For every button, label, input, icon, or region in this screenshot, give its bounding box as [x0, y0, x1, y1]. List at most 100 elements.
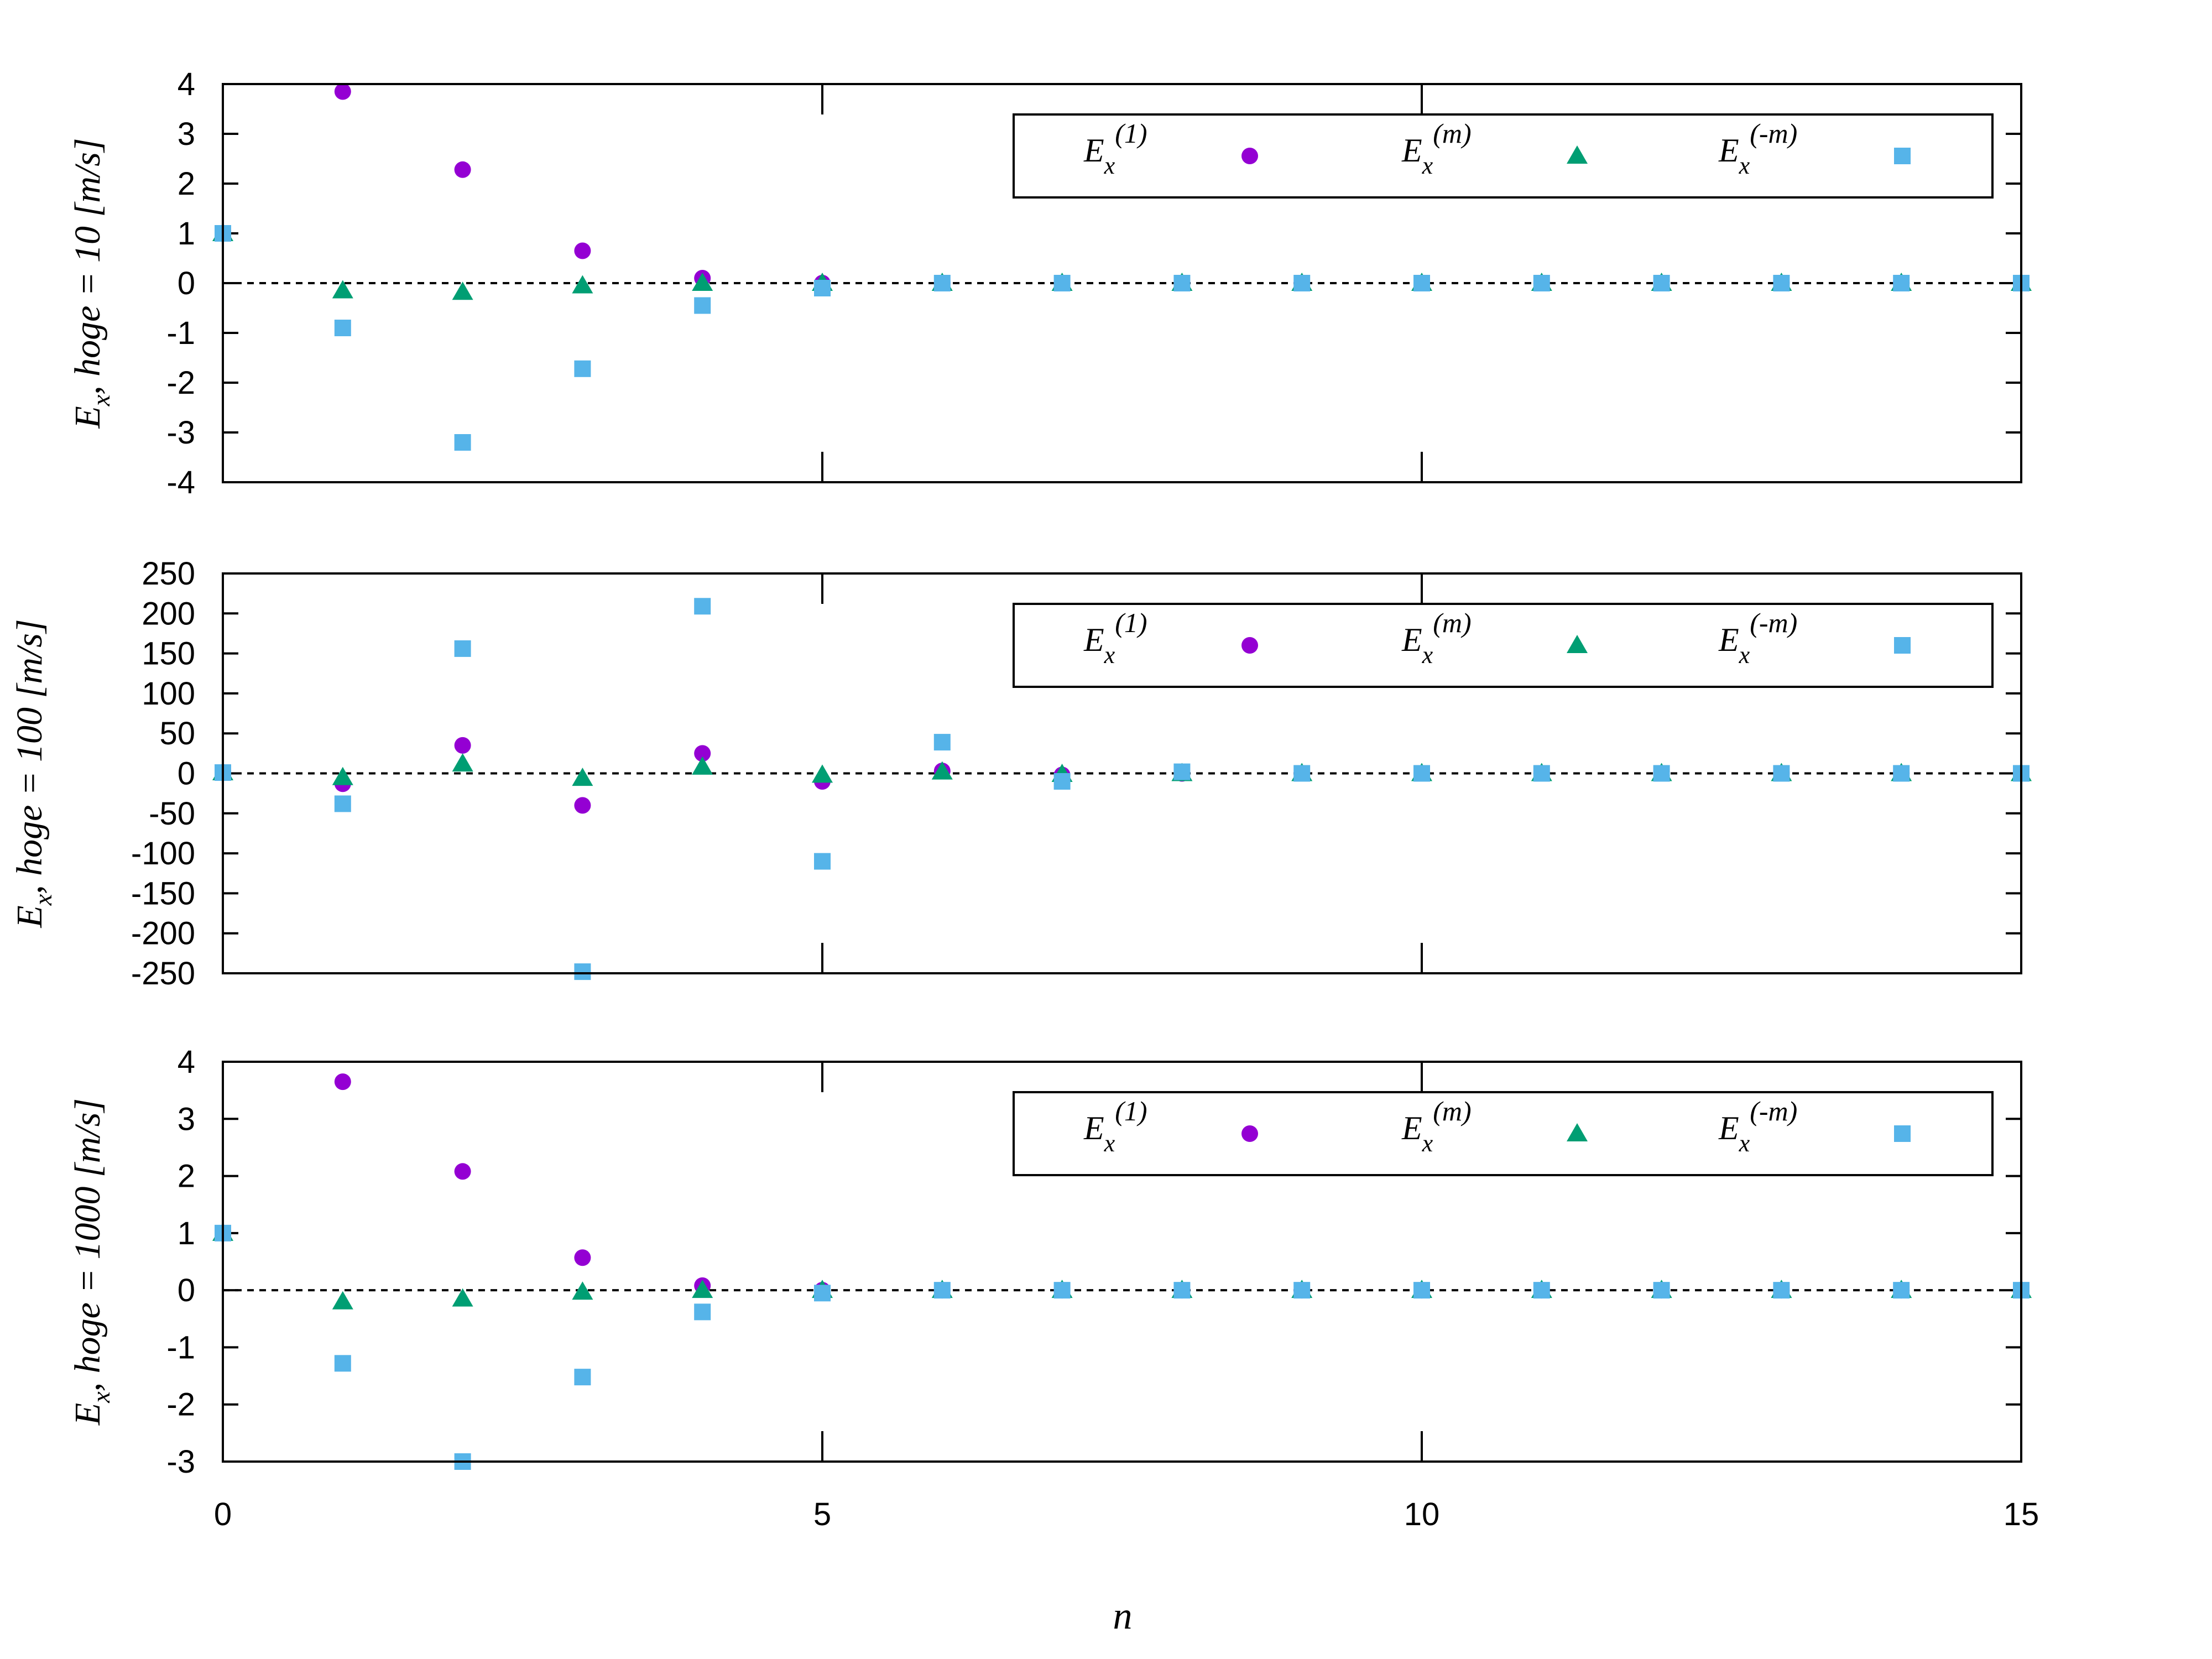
y-tick-label: -200: [131, 916, 195, 952]
data-point: [1173, 275, 1191, 291]
data-point: [694, 297, 711, 314]
y-tick-label: 0: [178, 756, 195, 792]
legend-marker: [1241, 148, 1258, 164]
y-tick-label: 2: [178, 166, 195, 202]
data-point: [572, 768, 593, 786]
x-axis-label: n: [1113, 1595, 1133, 1637]
data-point: [931, 761, 953, 780]
y-tick-label: 2: [178, 1159, 195, 1194]
data-point: [1773, 275, 1790, 291]
data-point: [574, 1369, 591, 1386]
data-point: [694, 1303, 711, 1321]
legend-box: [1013, 1091, 1994, 1176]
data-point: [332, 280, 353, 299]
legend: Ex(1) Ex(m) Ex(-m): [1013, 113, 1994, 199]
y-tick-label: 250: [142, 556, 195, 592]
legend-label: Ex(m): [1401, 1095, 1472, 1157]
data-point: [1893, 765, 1910, 782]
y-tick-label: -250: [131, 956, 195, 992]
data-point: [933, 734, 951, 751]
series-square: [215, 1224, 2030, 1470]
y-tick-label: -1: [166, 315, 195, 351]
legend-box: [1013, 603, 1994, 688]
data-point: [454, 1163, 471, 1180]
data-point: [452, 281, 473, 300]
data-point: [1413, 1282, 1430, 1299]
data-point: [692, 756, 713, 775]
series-circle: [215, 737, 2030, 814]
series-square: [215, 225, 2030, 451]
y-tick-label: -100: [131, 836, 195, 872]
data-point: [1533, 1282, 1550, 1299]
data-point: [334, 1355, 351, 1372]
y-tick-label: -3: [166, 1444, 195, 1480]
data-point: [1053, 275, 1071, 291]
data-point: [574, 360, 591, 377]
data-point: [1533, 275, 1550, 291]
legend-marker: [1241, 1125, 1258, 1142]
data-point: [334, 83, 351, 100]
plot-frame: [222, 1061, 2022, 1463]
data-point: [332, 1291, 353, 1310]
y-tick-label: 200: [142, 596, 195, 632]
legend-marker: [1894, 1125, 1911, 1142]
x-tick-label: 5: [813, 1496, 831, 1532]
data-point: [574, 242, 591, 259]
data-point: [1893, 1282, 1910, 1299]
plot-frame: [222, 83, 2022, 483]
data-point: [694, 745, 711, 762]
data-point: [1653, 275, 1670, 291]
data-point: [1653, 1282, 1670, 1299]
data-point: [454, 737, 471, 754]
data-point: [694, 598, 711, 615]
data-point: [572, 1281, 593, 1300]
data-point: [574, 1249, 591, 1266]
y-tick-label: -2: [166, 365, 195, 401]
data-point: [454, 640, 471, 657]
legend-label: Ex(m): [1401, 118, 1472, 179]
data-point: [1293, 765, 1311, 782]
series-triangle: [212, 223, 2032, 300]
legend-marker: [1567, 145, 1588, 164]
data-point: [1293, 275, 1311, 291]
data-point: [814, 280, 831, 296]
data-point: [1413, 765, 1430, 782]
data-point: [574, 797, 591, 814]
y-tick-label: 1: [178, 216, 195, 252]
data-point: [1053, 773, 1071, 790]
y-tick-label: -1: [166, 1329, 195, 1365]
data-point: [812, 764, 833, 783]
legend-label: Ex(-m): [1718, 607, 1797, 669]
legend: Ex(1) Ex(m) Ex(-m): [1013, 1091, 1994, 1176]
data-point: [933, 275, 951, 291]
legend-label: Ex(-m): [1718, 118, 1797, 179]
data-point: [574, 963, 591, 980]
data-point: [1893, 275, 1910, 291]
plot-frame: [222, 572, 2022, 974]
legend-label: Ex(1): [1083, 607, 1147, 669]
data-point: [1173, 763, 1191, 780]
y-tick-label: 4: [178, 1044, 195, 1080]
data-point: [1053, 1282, 1071, 1299]
legend-box: [1013, 113, 1994, 199]
y-tick-label: -4: [166, 465, 195, 500]
data-point: [572, 275, 593, 294]
legend-marker: [1894, 148, 1911, 164]
y-tick-label: 4: [178, 66, 195, 102]
data-point: [334, 795, 351, 812]
y-tick-label: 3: [178, 116, 195, 152]
legend-label: Ex(1): [1083, 1095, 1147, 1157]
y-tick-label: -3: [166, 415, 195, 451]
y-tick-label: 150: [142, 636, 195, 672]
data-point: [1293, 1282, 1311, 1299]
series-triangle: [212, 1222, 2032, 1310]
data-point: [452, 753, 473, 772]
y-axis-label: Ex, hoge = 10 [m/s]: [67, 138, 115, 429]
legend: Ex(1) Ex(m) Ex(-m): [1013, 603, 1994, 688]
legend-marker: [1894, 637, 1911, 654]
y-tick-label: -50: [149, 796, 195, 832]
data-point: [452, 1288, 473, 1307]
data-point: [933, 1282, 951, 1299]
